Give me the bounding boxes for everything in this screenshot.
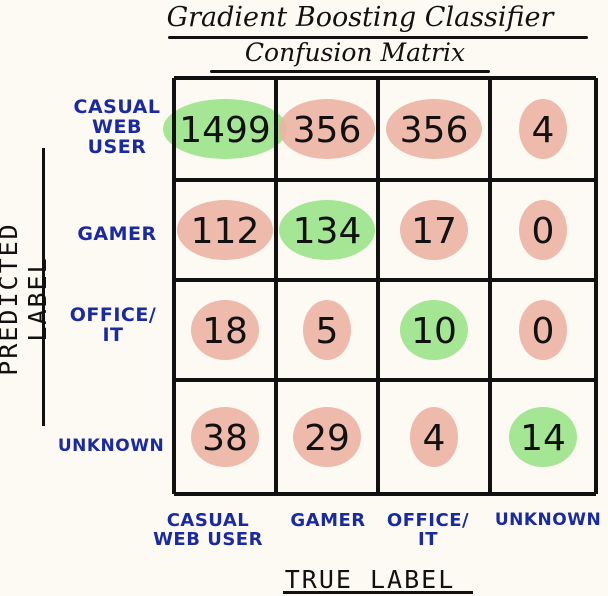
title-underline	[168, 36, 588, 39]
row-label-unknown: UNKNOWN	[57, 436, 165, 456]
cell-highlight-incorrect	[519, 300, 567, 360]
x-axis-label: TRUE LABEL	[284, 565, 456, 594]
cell-value: 112	[191, 211, 260, 252]
cell-highlight-correct	[163, 99, 287, 159]
cell-highlight-incorrect	[293, 407, 361, 467]
cell-highlight-incorrect	[400, 200, 468, 260]
cell-highlight-incorrect	[519, 200, 567, 260]
cell-value: 5	[316, 311, 339, 352]
cell-highlight-incorrect	[519, 99, 567, 159]
cell-value: 29	[304, 418, 350, 459]
row-label-office-it: OFFICE/ IT	[69, 304, 157, 346]
cell-value: 0	[532, 211, 555, 252]
cell-value: 4	[532, 110, 555, 151]
cell-highlight-incorrect	[410, 407, 458, 467]
cell-value: 1499	[179, 110, 271, 151]
cell-highlight-incorrect	[386, 99, 482, 159]
cell-value: 10	[411, 311, 457, 352]
row-label-gamer: GAMER	[77, 223, 157, 245]
col-label-office-it: OFFICE/ IT	[386, 510, 470, 550]
cell-highlight-correct	[279, 200, 375, 260]
chart-subtitle: Confusion Matrix	[244, 38, 466, 67]
cell-value: 356	[293, 110, 362, 151]
cell-value: 4	[423, 418, 446, 459]
subtitle-underline	[210, 70, 490, 73]
row-label-casual-web-user: CASUAL WEB USER	[73, 96, 161, 158]
cell-highlight-incorrect	[177, 200, 273, 260]
cell-value: 14	[520, 418, 566, 459]
cell-highlight-incorrect	[191, 300, 259, 360]
cell-highlight-incorrect	[191, 407, 259, 467]
col-label-casual-web-user: CASUAL WEB USER	[153, 510, 263, 550]
cell-value: 356	[400, 110, 469, 151]
cell-value: 18	[202, 311, 248, 352]
cell-value: 0	[532, 311, 555, 352]
cell-value: 17	[411, 211, 457, 252]
cell-highlight-correct	[509, 407, 577, 467]
cell-value: 134	[293, 211, 362, 252]
cell-highlight-incorrect	[279, 99, 375, 159]
chart-title: Gradient Boosting Classifier	[166, 2, 554, 33]
col-label-gamer: GAMER	[290, 510, 366, 531]
col-label-unknown: UNKNOWN	[494, 510, 602, 530]
y-axis-label-underline	[42, 148, 45, 426]
cell-highlight-correct	[400, 300, 468, 360]
cell-highlight-incorrect	[303, 300, 351, 360]
cell-value: 38	[202, 418, 248, 459]
x-axis-label-underline	[283, 591, 473, 594]
